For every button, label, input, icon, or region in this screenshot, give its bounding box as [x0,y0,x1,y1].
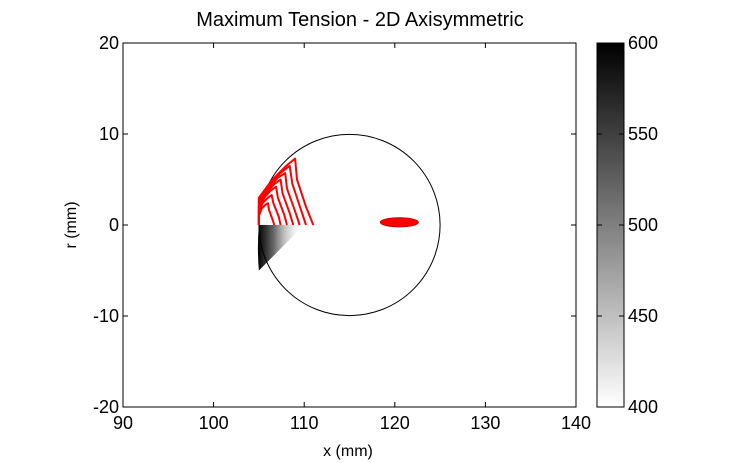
x-tick-label: 110 [290,413,319,433]
y-tick-label: -10 [93,306,119,326]
x-tick-label: 130 [470,413,500,433]
x-tick-label: 140 [561,413,591,433]
contour-line-0 [257,157,315,226]
x-tick-label: 120 [380,413,410,433]
plot-content [257,133,441,317]
colorbar-tick-label: 600 [628,33,658,53]
plot-area [122,42,577,408]
colorbar: 600 550 500 450 400 [596,33,658,417]
chart-title: Maximum Tension - 2D Axisymmetric [196,9,523,31]
tension-blob [379,217,419,228]
contour-line-4 [257,185,288,226]
y-tick-label: -20 [93,397,119,417]
y-axis-label: r (mm) [63,201,80,248]
x-axis-label: x (mm) [323,443,373,460]
contour-line-1 [257,164,307,226]
colorbar-tick-label: 450 [628,306,658,326]
y-tick-label: 10 [99,124,119,144]
y-tick-label: 20 [99,33,119,53]
x-tick-label: 100 [199,413,229,433]
y-tick-label: 0 [109,215,119,235]
colorbar-tick-label: 400 [628,397,658,417]
heat-region [257,225,305,271]
colorbar-ticks: 600 550 500 450 400 [597,33,658,417]
colorbar-tick-label: 500 [628,215,658,235]
contour-lines [257,157,315,226]
colorbar-tick-label: 550 [628,124,658,144]
x-tick-label: 90 [113,413,133,433]
y-axis: 20 10 0 -10 -20 [93,33,576,417]
x-axis: 90 100 110 120 130 140 [113,43,591,433]
contour-line-2 [257,172,301,226]
contour-line-6 [257,202,276,226]
